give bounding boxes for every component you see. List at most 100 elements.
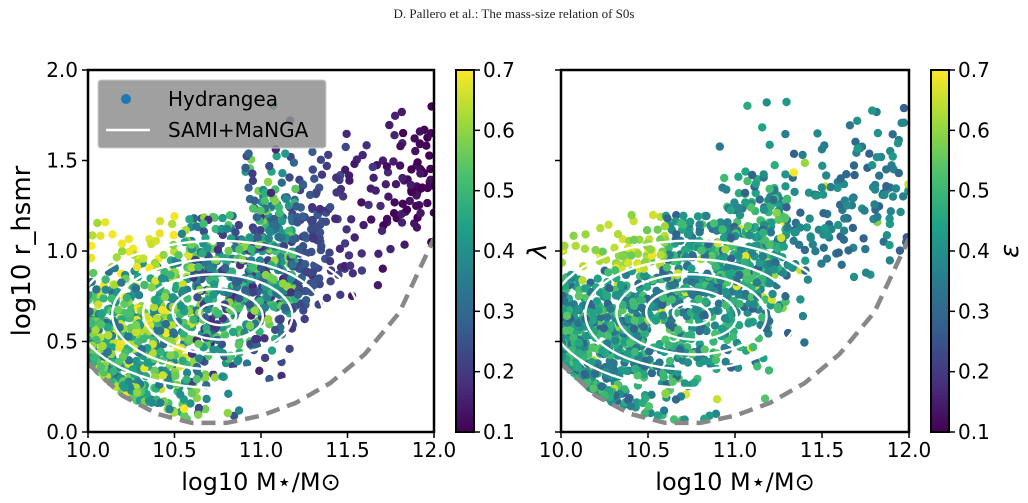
data-point: [762, 98, 771, 107]
data-point: [896, 207, 905, 217]
data-point: [288, 235, 298, 244]
data-point: [350, 233, 359, 242]
data-point: [200, 374, 210, 383]
data-point: [700, 345, 709, 354]
data-point: [358, 150, 367, 160]
data-point: [96, 231, 105, 240]
data-point: [765, 279, 775, 288]
y-tick-label: 1.5: [46, 149, 78, 173]
data-point: [117, 278, 126, 287]
data-point: [413, 158, 422, 167]
data-point: [695, 220, 704, 229]
sami-manga-contours: [561, 239, 835, 390]
data-point: [407, 165, 416, 174]
data-point: [613, 230, 623, 239]
data-point: [342, 129, 351, 139]
data-point: [187, 389, 196, 398]
data-point: [888, 152, 897, 161]
data-point: [782, 97, 791, 107]
data-point: [721, 245, 730, 254]
data-point: [789, 149, 799, 158]
data-point: [699, 356, 709, 366]
data-point: [271, 325, 280, 335]
x-tick-label: 10.0: [66, 438, 111, 462]
data-point: [390, 131, 399, 140]
data-point: [665, 356, 675, 366]
data-point: [773, 302, 782, 312]
plot-area: [561, 97, 909, 426]
y-tick-label: 2.0: [46, 58, 78, 82]
data-point: [247, 245, 256, 254]
data-point: [143, 358, 152, 367]
data-point: [269, 275, 278, 284]
data-point: [633, 249, 643, 258]
data-point: [286, 288, 296, 297]
data-point: [823, 230, 832, 239]
data-point: [96, 362, 106, 372]
data-point: [734, 189, 744, 198]
data-point: [211, 224, 220, 234]
hydrangea-points: [88, 101, 434, 424]
data-point: [301, 296, 311, 305]
data-point: [88, 319, 96, 328]
data-point: [734, 172, 743, 181]
data-point: [894, 168, 903, 178]
data-point: [326, 277, 335, 286]
data-point: [248, 288, 258, 297]
data-point: [836, 174, 845, 183]
data-point: [214, 309, 223, 318]
data-point: [707, 251, 716, 260]
data-point: [740, 188, 750, 198]
data-point: [389, 157, 398, 166]
data-point: [178, 356, 187, 365]
data-point: [376, 201, 385, 211]
data-point: [667, 295, 677, 304]
data-point: [728, 332, 738, 341]
data-point: [390, 198, 399, 207]
data-point: [647, 368, 657, 378]
data-point: [770, 265, 779, 274]
x-tick-label: 12.0: [887, 438, 932, 462]
data-point: [598, 346, 607, 355]
data-point: [309, 280, 318, 289]
data-point: [616, 280, 626, 290]
data-point: [224, 246, 233, 256]
data-point: [853, 144, 862, 153]
data-point: [234, 340, 243, 349]
data-point: [267, 346, 277, 355]
data-point: [790, 187, 799, 197]
x-tick-label: 11.0: [239, 438, 284, 462]
data-point: [591, 245, 600, 255]
data-point: [202, 394, 211, 404]
data-point: [819, 243, 828, 252]
data-point: [184, 251, 194, 260]
data-point: [281, 149, 290, 158]
data-point: [834, 220, 843, 230]
data-point: [96, 320, 106, 329]
data-point: [772, 208, 781, 218]
data-point: [412, 201, 421, 211]
data-point: [679, 220, 688, 229]
data-point: [186, 399, 195, 408]
data-point: [604, 268, 613, 277]
data-point: [844, 246, 853, 255]
data-point: [405, 196, 414, 206]
data-point: [227, 267, 237, 276]
data-point: [265, 161, 274, 171]
data-point: [850, 170, 859, 180]
data-point: [224, 389, 233, 398]
data-point: [123, 332, 133, 341]
data-point: [798, 311, 808, 321]
data-point: [777, 233, 786, 243]
data-point: [377, 226, 387, 235]
data-point: [895, 246, 905, 255]
colorbar-tick-label: 0.7: [483, 58, 515, 82]
data-point: [888, 130, 897, 139]
colorbar-tick-label: 0.6: [958, 118, 990, 142]
data-point: [771, 258, 780, 267]
data-point: [671, 395, 681, 404]
data-point: [108, 230, 117, 239]
data-point: [293, 290, 303, 299]
data-point: [575, 349, 584, 358]
data-point: [640, 329, 650, 338]
